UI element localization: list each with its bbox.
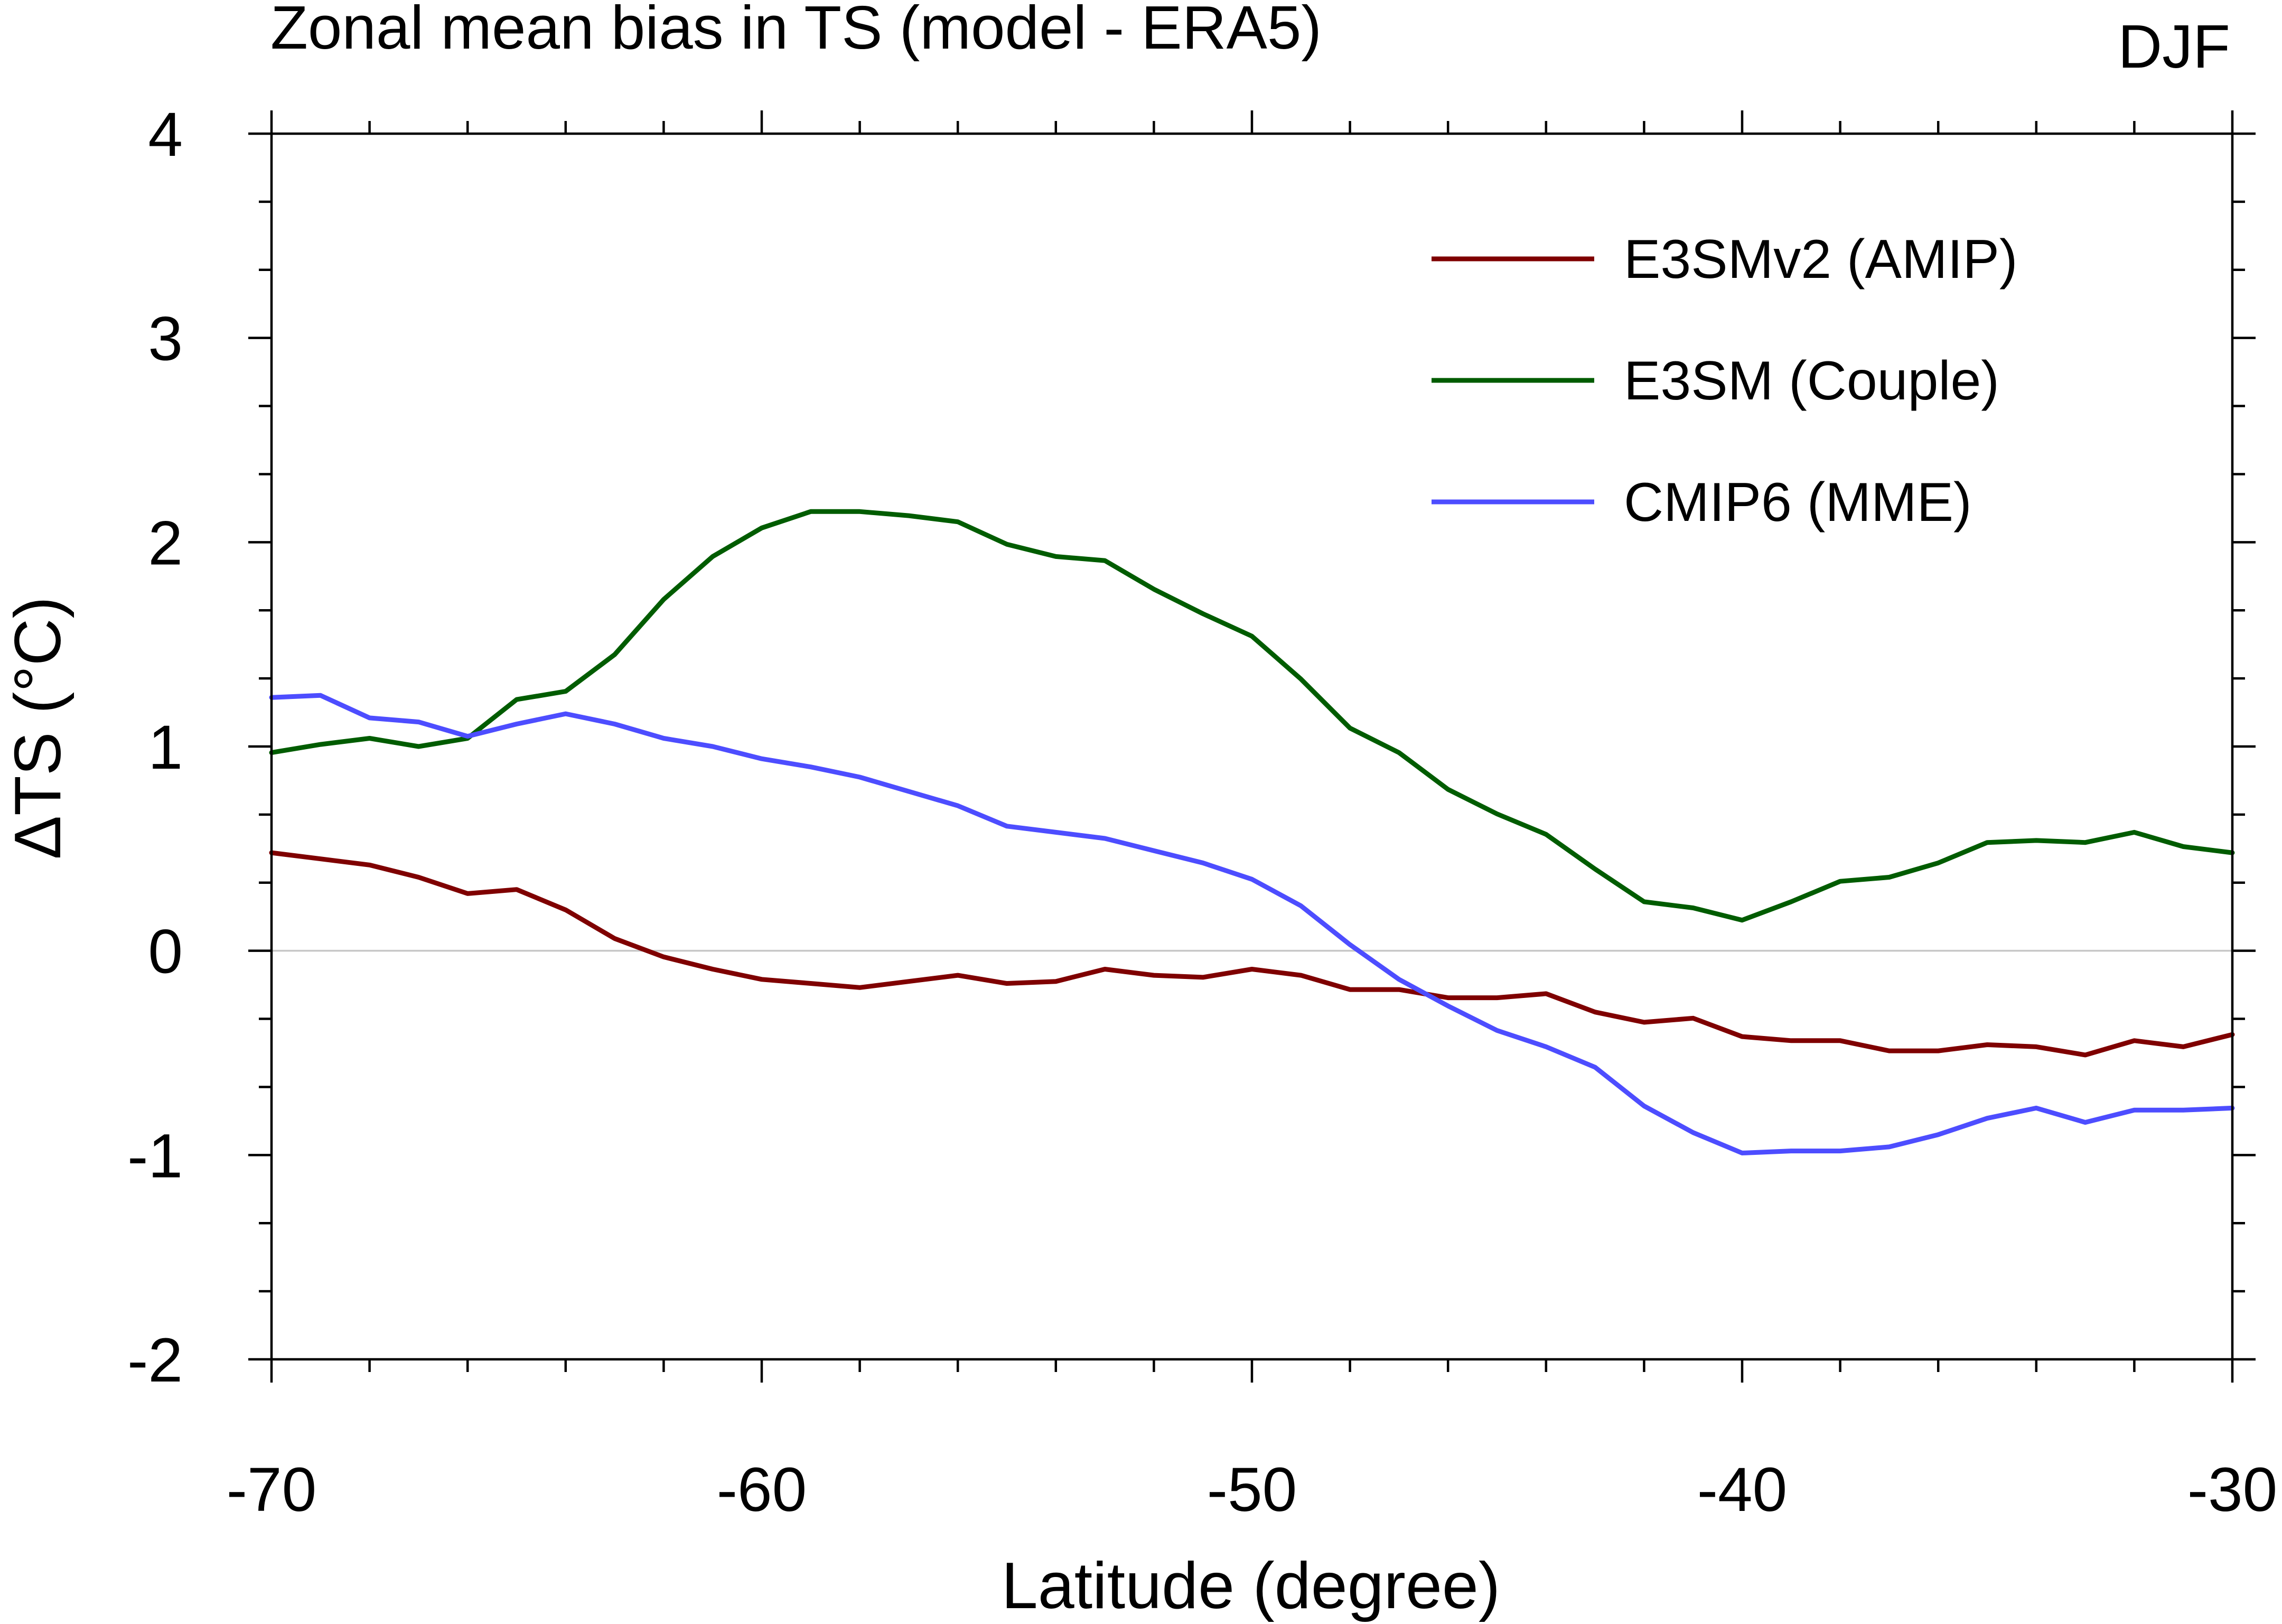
y-tick-label: -2: [127, 1326, 183, 1395]
y-tick-label: 2: [148, 508, 183, 578]
y-tick-label: 1: [148, 713, 183, 782]
x-tick-label: -70: [227, 1455, 317, 1525]
plot-frame: [270, 132, 2234, 1361]
season-label: DJF: [2118, 12, 2230, 81]
series-lines: [269, 509, 2235, 1155]
y-tick-label: 4: [148, 100, 183, 170]
legend-label: CMIP6 (MME): [1624, 472, 1972, 533]
x-tick-label: -60: [717, 1455, 807, 1525]
series-line-e3smv2-amip: [269, 850, 2235, 1058]
legend-label: E3SM (Couple): [1624, 350, 1999, 412]
series-line-cmip6-mme: [269, 693, 2235, 1155]
chart-title: Zonal mean bias in TS (model - ERA5): [270, 0, 1322, 62]
x-axis-label: Latitude (degree): [1002, 1550, 1500, 1622]
y-tick-label: -1: [127, 1121, 183, 1191]
y-tick-label: 0: [148, 917, 183, 987]
axis-tick-labels: -70 -60 -50 -40 -30 -2 -1 0 1 2 3 4: [127, 100, 2277, 1525]
x-tick-label: -40: [1697, 1455, 1788, 1525]
x-tick-label: -50: [1207, 1455, 1297, 1525]
x-tick-label: -30: [2187, 1455, 2278, 1525]
y-tick-label: 3: [148, 304, 183, 374]
legend: E3SMv2 (AMIP) E3SM (Couple) CMIP6 (MME): [1432, 229, 2017, 533]
axis-ticks: [248, 110, 2256, 1383]
series-line-e3sm-couple: [269, 509, 2235, 923]
y-axis-label: ΔTS (°C): [2, 596, 74, 859]
legend-label: E3SMv2 (AMIP): [1624, 229, 2017, 290]
